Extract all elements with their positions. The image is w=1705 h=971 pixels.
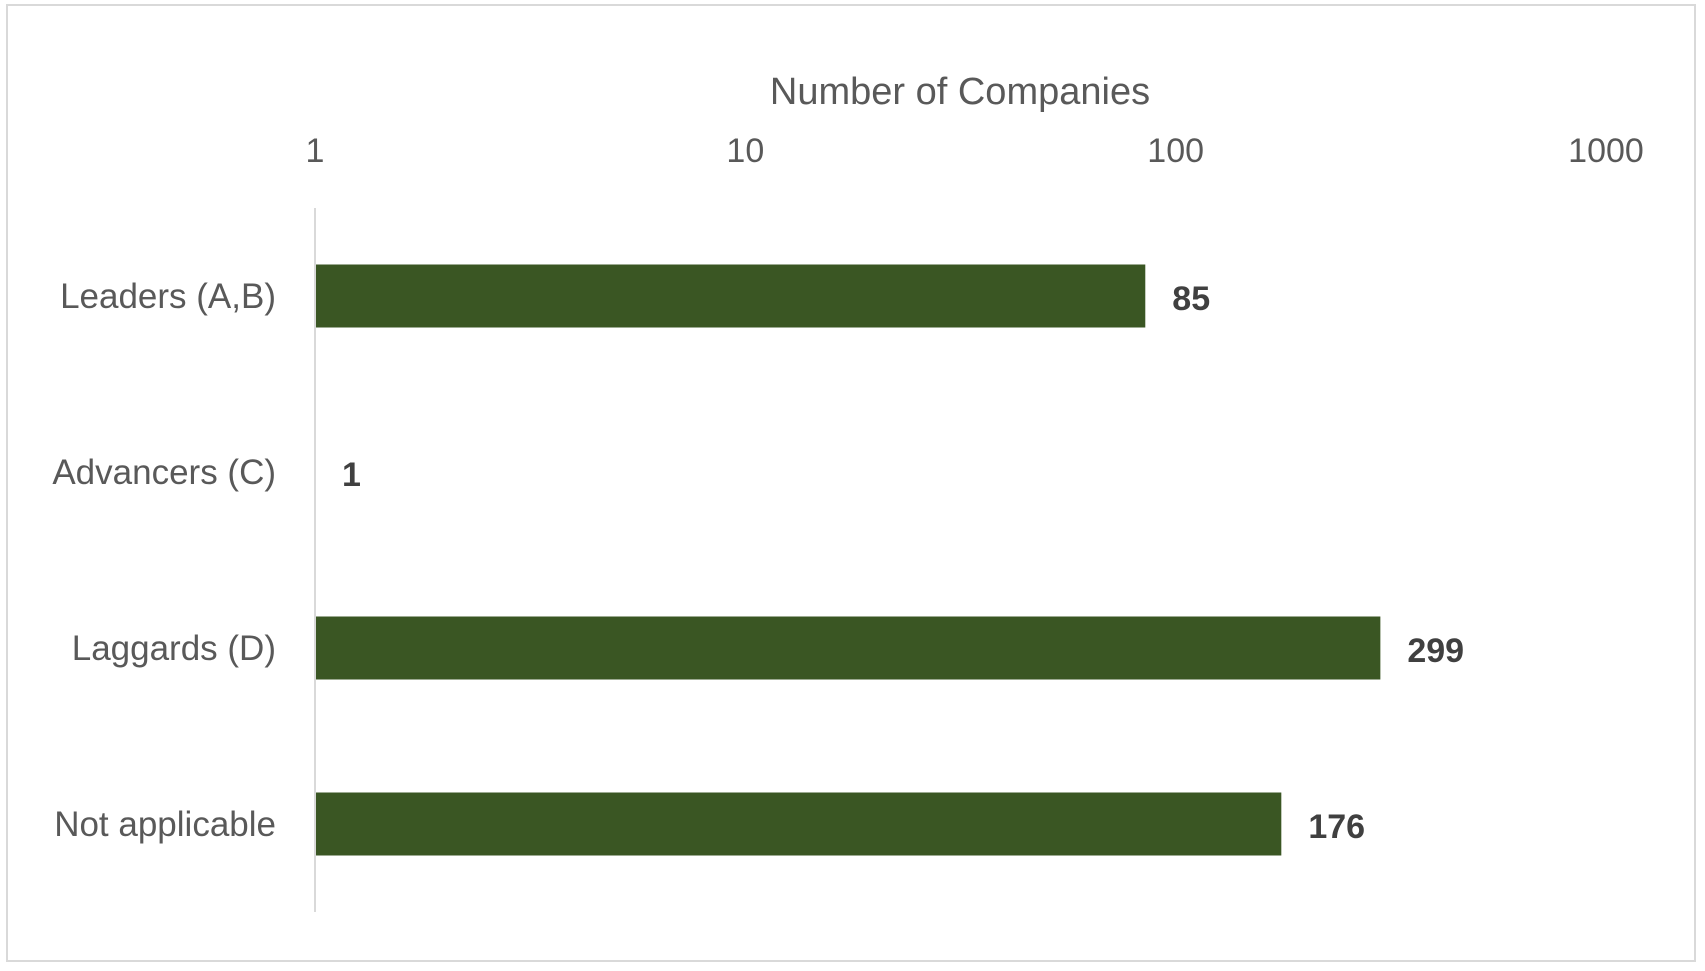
data-label-laggards-d: 299: [1407, 632, 1464, 670]
x-tick-label-1000: 1000: [1568, 132, 1644, 170]
data-label-not-applicable: 176: [1308, 808, 1365, 846]
bars: [316, 264, 1381, 856]
x-axis-title: Number of Companies: [770, 71, 1150, 113]
x-tick-label-1: 1: [306, 132, 325, 170]
data-label-leaders-a-b: 85: [1172, 280, 1210, 318]
category-label-leaders-a-b: Leaders (A,B): [60, 277, 276, 316]
x-axis-ticks: 1 10 100 1000: [306, 132, 1644, 170]
x-tick-label-10: 10: [726, 132, 764, 170]
category-label-laggards-d: Laggards (D): [72, 629, 276, 668]
bar-laggards-d: [316, 616, 1381, 680]
data-labels: 85 1 299 176: [342, 280, 1464, 846]
category-label-not-applicable: Not applicable: [54, 805, 276, 844]
category-labels: Leaders (A,B) Advancers (C) Laggards (D) No…: [52, 277, 276, 844]
category-label-advancers-c: Advancers (C): [52, 453, 276, 492]
bar-leaders-a-b: [316, 264, 1146, 328]
x-tick-label-100: 100: [1147, 132, 1204, 170]
bar-not-applicable: [316, 792, 1282, 856]
data-label-advancers-c: 1: [342, 456, 361, 494]
